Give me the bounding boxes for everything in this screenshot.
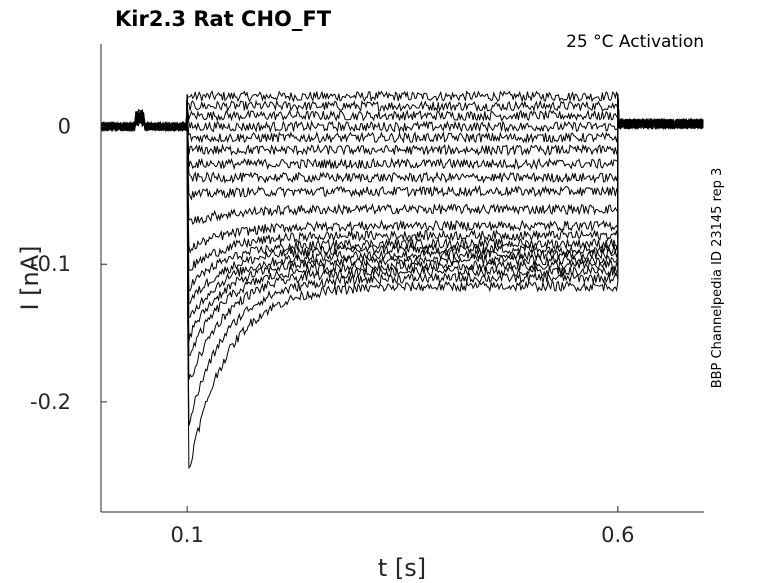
current-trace xyxy=(100,97,704,272)
current-trace xyxy=(100,96,704,426)
condition-label: 25 °C Activation xyxy=(566,32,704,52)
x-axis-label: t [s] xyxy=(378,554,426,582)
current-trace xyxy=(100,96,704,200)
current-trace xyxy=(100,95,704,356)
current-trace xyxy=(100,95,704,133)
ticks: 0.1 0.6 0 -0.1 -0.2 xyxy=(30,115,635,547)
current-trace xyxy=(100,95,704,157)
x-tick-label: 0.6 xyxy=(601,523,634,547)
current-trace xyxy=(100,95,704,342)
y-axis-label: I [nA] xyxy=(16,245,44,310)
x-tick-label: 0.1 xyxy=(170,523,203,547)
y-tick-label: -0.1 xyxy=(30,252,71,276)
current-trace xyxy=(100,98,704,380)
current-trace xyxy=(100,93,704,184)
current-trace xyxy=(100,95,704,144)
current-trace xyxy=(100,90,704,133)
chart-title: Kir2.3 Rat CHO_FT xyxy=(115,7,332,31)
current-trace xyxy=(100,95,704,318)
current-trace xyxy=(100,94,704,292)
current-trace xyxy=(100,94,704,171)
y-tick-label: -0.2 xyxy=(30,390,71,414)
current-trace xyxy=(100,93,704,133)
current-trace xyxy=(100,94,704,469)
plot-area xyxy=(100,90,704,469)
current-trace xyxy=(100,93,704,225)
current-trace xyxy=(100,97,704,134)
side-label: BBP Channelpedia ID 23145 rep 3 xyxy=(710,168,725,389)
current-trace xyxy=(100,94,704,304)
y-tick-label: 0 xyxy=(58,115,71,139)
current-trace xyxy=(100,97,704,255)
